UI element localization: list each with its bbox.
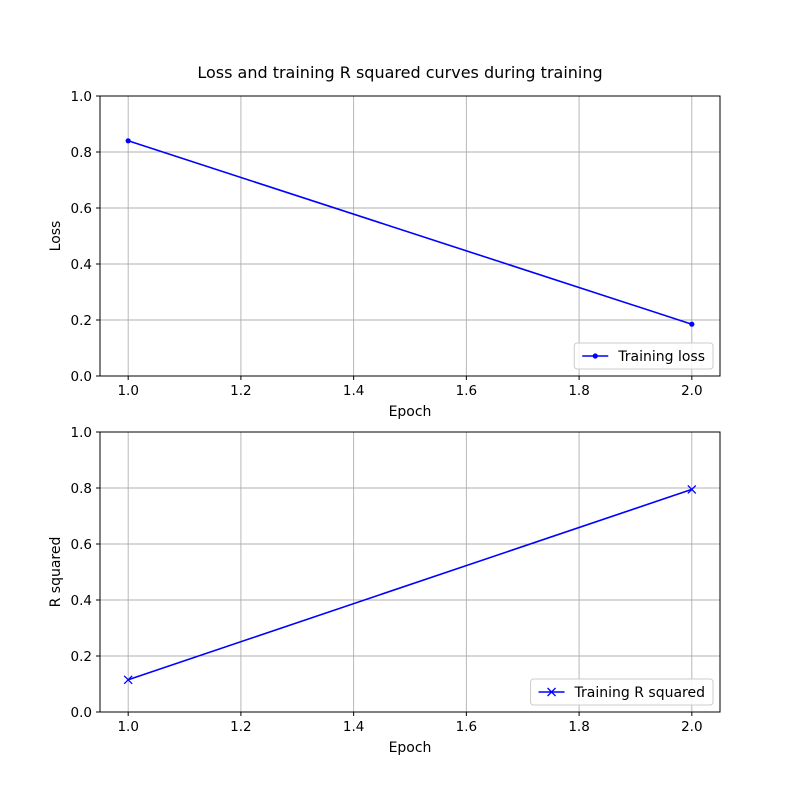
axes-frame — [99, 95, 721, 377]
legend-label: Training loss — [617, 349, 705, 365]
x-tick-label: 1.2 — [230, 719, 251, 735]
legend-frame — [573, 342, 714, 370]
data-point — [125, 138, 131, 144]
x-tick-label: 2.0 — [681, 719, 702, 735]
series-line — [127, 140, 693, 325]
figure-title: Loss and training R squared curves durin… — [197, 63, 602, 82]
x-tick-label: 1.4 — [343, 383, 364, 399]
legend: Training R squared — [530, 678, 714, 706]
axes-frame — [99, 431, 721, 713]
y-tick-label: 0.6 — [71, 537, 92, 553]
x-tick-label: 1.0 — [117, 383, 138, 399]
data-point — [689, 321, 695, 327]
y-tick-label: 0.2 — [71, 313, 92, 329]
y-tick-label: 0.8 — [71, 145, 92, 161]
y-tick-label: 0.4 — [71, 593, 92, 609]
y-axis-label: Loss — [48, 221, 64, 252]
x-tick-label: 1.8 — [568, 383, 589, 399]
legend-label: Training R squared — [574, 685, 705, 701]
data-point — [687, 484, 697, 494]
y-tick-label: 1.0 — [71, 425, 92, 441]
x-axis-label: Epoch — [389, 404, 432, 420]
data-point — [123, 675, 133, 685]
y-tick-label: 0.6 — [71, 201, 92, 217]
y-axis-label: R squared — [48, 537, 64, 608]
legend: Training loss — [573, 342, 714, 370]
loss-subplot: 1.0 1.2 1.4 1.6 1.8 2.0 0.0 0.2 0.4 0.6 0.8 1.0 Epoc… — [48, 89, 721, 420]
x-tick-label: 1.6 — [456, 383, 477, 399]
y-tick-label: 0.4 — [71, 257, 92, 273]
y-tick-label: 1.0 — [71, 89, 92, 105]
x-tick-label: 1.2 — [230, 383, 251, 399]
x-tick-label: 1.0 — [117, 719, 138, 735]
x-tick-label: 1.6 — [456, 719, 477, 735]
legend-frame — [530, 678, 714, 706]
y-tick-label: 0.8 — [71, 481, 92, 497]
legend-marker — [592, 353, 598, 359]
r-squared-subplot: 1.0 1.2 1.4 1.6 1.8 2.0 0.0 0.2 0.4 0.6 0.8 1.0 Epoc… — [48, 425, 721, 756]
data-point-stroke — [123, 675, 133, 685]
x-tick-label: 1.8 — [568, 719, 589, 735]
data-point-stroke — [687, 484, 697, 494]
y-tick-label: 0.0 — [71, 369, 92, 385]
legend-marker — [547, 687, 557, 697]
x-axis-label: Epoch — [389, 740, 432, 756]
y-tick-label: 0.2 — [71, 649, 92, 665]
x-tick-label: 2.0 — [681, 383, 702, 399]
x-tick-label: 1.4 — [343, 719, 364, 735]
y-tick-label: 0.0 — [71, 705, 92, 721]
series-line — [127, 488, 693, 681]
